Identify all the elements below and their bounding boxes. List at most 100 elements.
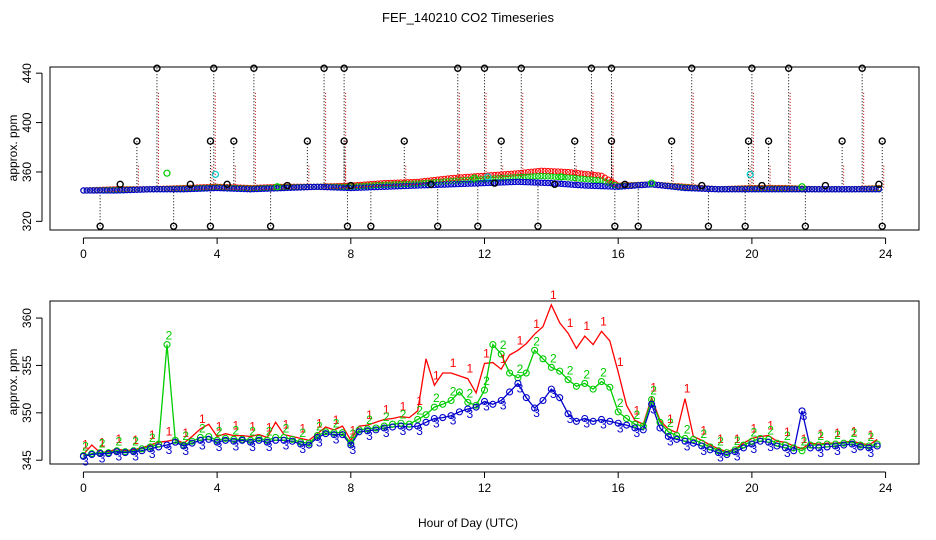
series-2-marker xyxy=(773,439,781,447)
top-green-point xyxy=(605,179,612,186)
top-blue-point xyxy=(675,184,682,191)
series-1-label: 1 xyxy=(216,420,223,434)
top-blue-point xyxy=(86,187,94,194)
series-3-marker xyxy=(288,437,296,445)
top-blue-point xyxy=(300,184,308,191)
series-3-marker xyxy=(439,414,447,422)
series-2-label: 2 xyxy=(166,329,173,343)
series-3-marker xyxy=(322,430,330,438)
series-3-marker xyxy=(497,396,505,405)
top-blue-point xyxy=(718,186,726,193)
top-blue-point xyxy=(855,186,863,193)
top-x-tick-label: 12 xyxy=(478,247,492,261)
series-3-label: 3 xyxy=(684,439,691,453)
series-3-marker xyxy=(480,397,489,406)
top-green-point xyxy=(568,174,575,181)
top-blue-point xyxy=(193,185,201,192)
series-1-label: 1 xyxy=(283,418,290,432)
series-3-marker xyxy=(196,436,204,444)
series-3-marker xyxy=(765,438,773,446)
series-1-label: 1 xyxy=(517,333,524,347)
top-blue-point xyxy=(317,183,324,191)
top-blue-point xyxy=(207,185,214,192)
top-blue-point xyxy=(558,180,565,188)
top-blue-point xyxy=(210,184,217,192)
top-blue-point xyxy=(290,184,298,191)
top-blue-point xyxy=(310,183,318,191)
top-blue-point xyxy=(444,181,451,188)
top-blue-point xyxy=(96,187,104,194)
series-1-label: 1 xyxy=(116,432,123,446)
series-3-label: 3 xyxy=(868,446,875,460)
series-2-marker xyxy=(648,396,656,404)
series-3-marker xyxy=(380,424,388,432)
top-black-point xyxy=(343,222,352,230)
top-blue-point xyxy=(227,185,234,192)
top-blue-point xyxy=(230,185,238,192)
top-green-point xyxy=(564,174,572,181)
top-blue-point xyxy=(203,185,211,192)
top-blue-point xyxy=(514,178,522,186)
top-blue-point xyxy=(731,186,739,193)
top-blue-point xyxy=(213,184,221,192)
series-2-label: 2 xyxy=(751,425,758,439)
top-black-point xyxy=(688,64,696,72)
series-2-label: 2 xyxy=(700,427,707,441)
series-3-marker xyxy=(723,450,731,459)
top-black-point xyxy=(801,222,810,230)
top-black-point xyxy=(704,222,713,230)
series-3-marker xyxy=(104,450,113,458)
top-blue-point xyxy=(481,179,488,187)
top-blue-point xyxy=(233,185,241,192)
top-red-point xyxy=(498,171,505,178)
top-blue-point xyxy=(330,184,338,191)
top-blue-point xyxy=(564,181,572,188)
series-3-marker xyxy=(673,435,681,443)
top-green-point xyxy=(581,175,588,183)
series-3-marker xyxy=(88,450,96,459)
bottom-x-tick-label: 0 xyxy=(80,481,87,495)
bottom-y-axis-label: approx. ppm xyxy=(6,349,20,416)
series-1-label: 1 xyxy=(550,288,557,302)
top-green-point xyxy=(391,181,398,188)
top-black-point xyxy=(434,222,442,230)
series-3-marker xyxy=(146,445,154,453)
series-1-label: 1 xyxy=(817,427,824,441)
top-blue-point xyxy=(691,185,699,192)
top-green-point xyxy=(461,177,468,184)
top-cyan-point xyxy=(484,173,492,181)
top-y-tick-label: 440 xyxy=(20,63,34,83)
top-green-point xyxy=(544,173,552,180)
series-2-label: 2 xyxy=(684,422,691,436)
top-green-outlier xyxy=(648,179,656,187)
top-blue-point xyxy=(257,185,264,193)
series-2-marker xyxy=(205,432,213,441)
series-3-marker xyxy=(171,438,179,446)
top-blue-point xyxy=(187,185,194,193)
top-blue-point xyxy=(454,180,461,188)
series-2-marker xyxy=(790,444,798,452)
series-3-label: 3 xyxy=(366,429,373,443)
series-3-marker xyxy=(221,436,230,444)
top-black-point xyxy=(667,137,676,145)
series-3-label: 3 xyxy=(466,407,473,421)
top-blue-point xyxy=(120,187,127,194)
series-2-marker xyxy=(622,414,631,423)
series-3-label: 3 xyxy=(617,421,624,435)
top-x-tick-label: 24 xyxy=(879,247,893,261)
series-3-marker xyxy=(648,400,656,408)
series-3-marker xyxy=(96,450,104,458)
series-3-label: 3 xyxy=(216,440,223,454)
series-3-label: 3 xyxy=(700,444,707,458)
top-black-point xyxy=(517,64,525,72)
top-y-tick-label: 360 xyxy=(20,162,34,182)
top-green-point xyxy=(574,175,582,182)
top-blue-point xyxy=(477,179,485,187)
series-3-marker xyxy=(731,448,739,456)
x-axis-label: Hour of Day (UTC) xyxy=(418,516,518,530)
top-blue-point xyxy=(865,186,873,193)
top-cyan-point xyxy=(746,170,754,179)
series-3-marker xyxy=(614,419,622,427)
series-2-marker xyxy=(272,433,280,442)
top-black-point xyxy=(764,137,773,145)
